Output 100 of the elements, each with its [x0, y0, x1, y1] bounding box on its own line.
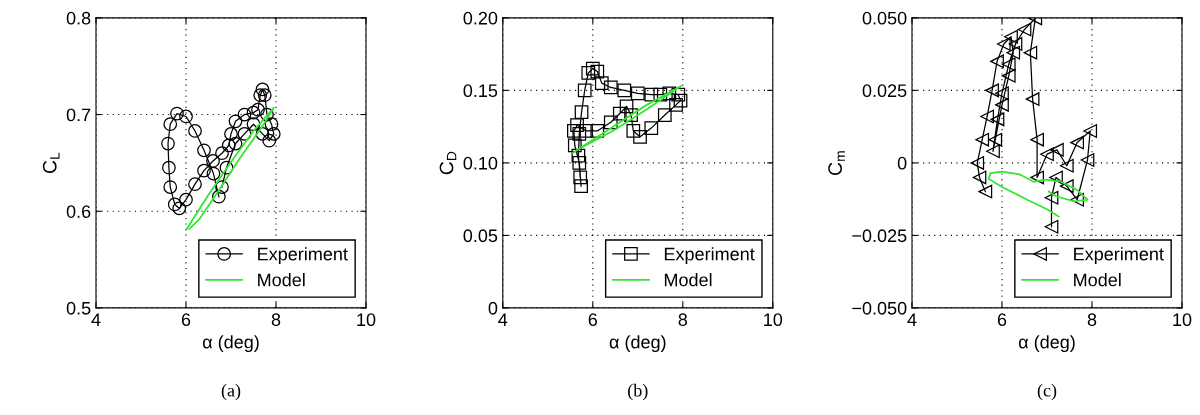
point: [975, 132, 990, 147]
text: (c): [1037, 383, 1057, 401]
y-tick-label: 0: [897, 156, 907, 170]
point: [988, 132, 1003, 147]
point: [246, 117, 261, 132]
point: [574, 179, 588, 193]
point: [162, 160, 176, 175]
y-tick-label: 0.05: [463, 229, 498, 243]
x-tick-label: 6: [997, 313, 1007, 327]
point: [644, 87, 659, 102]
point: [228, 114, 243, 129]
point: [1017, 22, 1032, 37]
point: [1044, 219, 1059, 234]
point: [1070, 135, 1085, 150]
y-axis-title: C$_{L}$: [42, 152, 60, 174]
point: [266, 127, 281, 141]
point: [237, 107, 252, 122]
text: (b): [628, 383, 648, 401]
point: [657, 108, 672, 122]
x-tick-label: 8: [678, 313, 688, 327]
point: [253, 88, 268, 103]
point: [215, 180, 229, 194]
x-tick-label: 6: [588, 313, 598, 327]
point: [619, 99, 634, 114]
point: [262, 133, 277, 148]
point: [163, 180, 178, 194]
point: [590, 124, 605, 138]
point: [224, 127, 238, 141]
x-tick-label: 8: [271, 313, 281, 327]
point: [567, 138, 582, 153]
y-tick-label: 0.20: [463, 11, 498, 25]
x-tick-label: 4: [907, 313, 917, 326]
point: [644, 121, 659, 135]
point: [970, 156, 985, 170]
point: [255, 82, 270, 97]
point: [228, 136, 243, 151]
point: [1040, 147, 1054, 162]
point: [211, 189, 226, 204]
point: [603, 115, 618, 130]
y-axis-title: C$_{m}$: [828, 151, 845, 176]
y-tick-label: 0.025: [862, 84, 907, 98]
y-tick-label: 0.7: [66, 108, 91, 122]
point: [571, 148, 586, 163]
point: [257, 88, 272, 103]
point: [260, 107, 274, 122]
point: [264, 117, 279, 132]
point: [617, 83, 632, 98]
point: [255, 127, 270, 141]
point: [1059, 179, 1074, 193]
point: [1030, 132, 1044, 147]
point: [1030, 170, 1044, 185]
point: [163, 117, 178, 132]
point: [594, 76, 609, 90]
point: [671, 87, 686, 102]
point: [990, 54, 1004, 69]
point: [570, 118, 584, 133]
point: [633, 129, 647, 144]
point: [626, 124, 641, 138]
point: [1044, 190, 1059, 205]
x-axis-title: α (deg): [1018, 335, 1075, 353]
y-tick-label: 0.050: [862, 11, 907, 25]
legend-label: Experiment: [1074, 247, 1164, 265]
point: [567, 124, 581, 138]
point: [577, 83, 592, 98]
point: [995, 86, 1009, 101]
point: [590, 64, 605, 79]
point: [662, 86, 677, 101]
point: [996, 37, 1011, 51]
y-tick-label: 0.5: [66, 301, 91, 315]
point: [251, 102, 265, 117]
legend-label: Model: [1074, 273, 1121, 287]
point: [995, 97, 1009, 112]
point: [188, 124, 202, 138]
point: [572, 127, 587, 141]
legend-label: Experiment: [664, 247, 755, 265]
point: [1050, 142, 1064, 157]
y-axis-title: C$_{D}$: [439, 151, 457, 175]
y-tick-label: 0.15: [463, 84, 498, 98]
point: [237, 127, 252, 141]
point: [673, 93, 688, 108]
point: [172, 201, 187, 216]
point: [1008, 37, 1023, 51]
point: [1004, 29, 1018, 44]
point: [1080, 153, 1095, 167]
x-tick-label: 10: [357, 313, 376, 327]
point: [179, 109, 193, 124]
legend-label: Model: [664, 273, 712, 287]
y-tick-label: 0.10: [463, 156, 498, 170]
point: [972, 170, 987, 185]
y-tick-label: −0.050: [852, 301, 907, 315]
point: [585, 61, 600, 76]
point: [980, 109, 995, 124]
point: [1001, 57, 1016, 72]
x-axis-title: α (deg): [202, 335, 259, 353]
legend-label: Model: [258, 273, 305, 287]
point: [630, 86, 645, 101]
point: [197, 143, 211, 158]
point: [1070, 192, 1085, 207]
point: [161, 136, 175, 151]
point: [573, 170, 588, 185]
